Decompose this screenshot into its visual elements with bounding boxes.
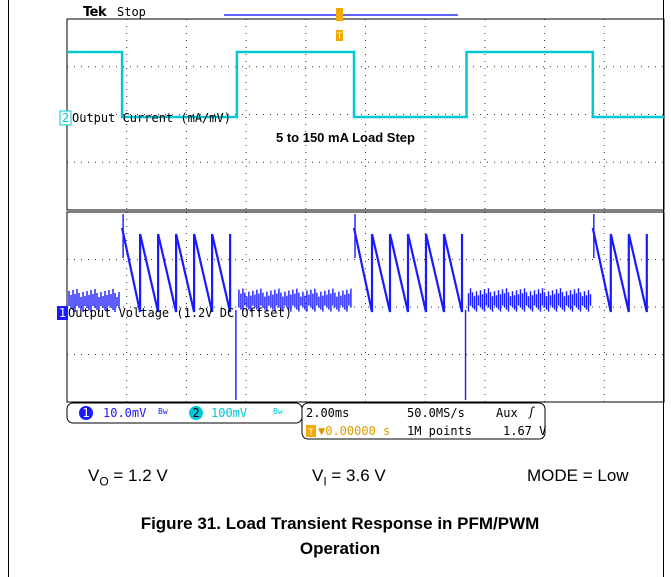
output-voltage-pwm-ripple — [352, 227, 464, 313]
svg-text:2: 2 — [62, 111, 69, 125]
timebase-readout: 2.00ms — [306, 406, 350, 420]
figure-caption-line2: Operation — [299, 539, 381, 558]
brand-logo: Tek — [83, 5, 107, 20]
output-voltage-condition: VO = 1.2 V — [88, 466, 168, 489]
ch1-scale-readout: 10.0mV — [103, 406, 147, 420]
mode-condition: MODE = Low — [527, 466, 629, 485]
output-voltage-pfm-band — [68, 289, 120, 312]
ch2-bandwidth-readout: Bw — [273, 407, 283, 416]
ch2-ground-marker: 2 — [59, 110, 72, 126]
figure-caption-line1: Figure 31. Load Transient Response in PF… — [140, 514, 540, 533]
readout-boxes: 1 2 T — [66, 402, 546, 440]
trigger-slope-icon: ʃ — [528, 405, 536, 419]
svg-text:2: 2 — [192, 406, 199, 420]
output-voltage-pfm-band — [238, 288, 352, 312]
load-step-annotation: 5 to 150 mA Load Step — [276, 130, 415, 145]
trigger-level-readout: 1.67 V — [503, 424, 547, 438]
page-frame-left — [8, 0, 9, 577]
sample-rate-readout: 50.0MS/s — [407, 406, 465, 420]
ch2-scale-readout: 100mV — [211, 406, 248, 420]
svg-text:1: 1 — [82, 406, 89, 420]
trigger-position-marker: T — [224, 8, 458, 42]
trigger-position-readout: ▼0.00000 s — [318, 424, 391, 438]
scope-grid — [66, 18, 665, 403]
record-length-readout: 1M points — [407, 424, 473, 438]
trigger-marker-letter: T — [337, 32, 343, 42]
trigger-t-marker — [336, 30, 343, 41]
acquisition-status: Stop — [117, 5, 146, 19]
svg-text:1: 1 — [59, 306, 66, 320]
input-voltage-condition: VI = 3.6 V — [312, 466, 386, 489]
trigger-source-readout: Aux — [496, 406, 518, 420]
ch1-trace-label: Output Voltage (1.2V DC Offset) — [68, 306, 292, 320]
trigger-t-marker-top — [336, 8, 343, 21]
ch1-ground-marker: 1 — [57, 306, 68, 320]
output-current-trace — [67, 50, 664, 119]
output-voltage-pwm-ripple — [121, 227, 232, 313]
ch1-bandwidth-readout: Bw — [158, 407, 168, 416]
scope-traces — [67, 50, 664, 400]
ch2-trace-label: Output Current (mA/mV) — [72, 111, 231, 125]
output-voltage-pwm-ripple — [591, 227, 648, 313]
svg-text:T: T — [308, 428, 314, 438]
scope-display: T 2 Output Current (mA/mV) 5 to 150 mA L… — [57, 8, 665, 440]
output-voltage-pfm-band — [467, 288, 592, 312]
